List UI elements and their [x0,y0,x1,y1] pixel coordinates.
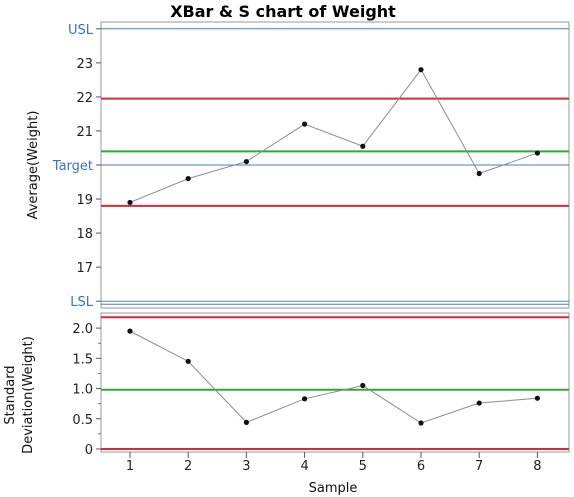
chart-title: XBar & S chart of Weight [170,2,396,21]
s-data-point [302,396,308,402]
xbar-data-point [476,170,482,177]
xbar-data-point [243,158,249,165]
x-tick-label: 2 [184,459,192,474]
x-tick-label: 4 [300,459,308,474]
s-ytick-label: 2.0 [72,322,93,337]
xbar-data-point [360,143,366,149]
xbar-data-point [534,150,541,156]
xbar-data-point [418,67,424,73]
xbar-panel: USL Target LSL 17 18 19 21 22 23 Average(Weight) [26,21,570,310]
x-tick-label: 3 [242,459,250,474]
xbar-series-line [129,68,538,203]
s-ylabel-line1: Standard [3,365,18,424]
s-data-point [360,382,366,389]
s-ylabel-line2: Deviation(Weight) [21,336,36,454]
xbar-ytick-label: 21 [76,125,93,140]
s-data-point [243,419,249,425]
s-ytick-label: 0 [85,443,93,458]
xbar-spec-label-target: Target [52,159,93,174]
xbar-spec-label-usl: USL [68,23,94,38]
xbar-ylabel: Average(Weight) [26,111,41,220]
x-tick-label: 5 [359,459,367,474]
xbar-data-point [127,199,133,206]
s-plot-frame [100,312,570,453]
xbar-ytick-label: 19 [76,193,93,208]
xbar-spec-label-lsl: LSL [70,295,93,310]
s-ytick-label: 0.5 [72,413,93,428]
s-data-point [476,400,482,406]
x-tick-label: 6 [417,459,425,474]
xbar-ytick-label: 18 [76,227,93,242]
xbar-data-point [302,121,308,127]
x-tick-label: 1 [126,459,134,474]
s-data-point [185,358,191,364]
x-tick-label: 8 [533,459,541,474]
s-data-point [127,328,133,334]
s-panel: 0 0.5 1.0 1.5 2.0 Standard Deviation(Weight) [3,312,570,458]
s-ytick-label: 1.5 [72,352,93,367]
s-data-point [534,395,541,401]
xbar-ytick-label: 17 [76,261,93,276]
s-data-point [418,420,424,426]
x-axis: 1 2 3 4 5 6 7 8 [126,452,542,474]
xbar-ytick-label: 23 [76,57,93,72]
xbar-data-point [185,176,191,182]
s-ytick-label: 1.0 [72,383,93,398]
x-tick-label: 7 [475,459,483,474]
s-series-line [129,330,538,424]
xbar-ytick-label: 22 [76,91,93,106]
x-axis-label: Sample [309,481,358,496]
